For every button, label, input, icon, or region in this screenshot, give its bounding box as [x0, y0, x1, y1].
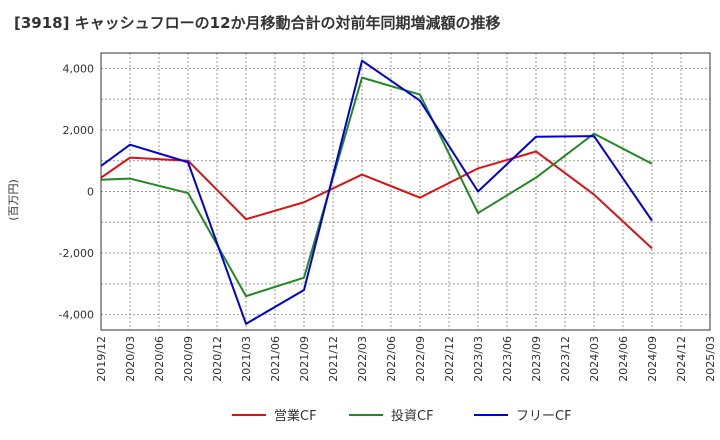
legend-label: 投資CF	[391, 408, 434, 424]
y-tick-label: -4,000	[59, 309, 94, 322]
series-lines	[100, 59, 653, 325]
x-tick-label: 2023/06	[501, 336, 514, 382]
grid	[100, 53, 711, 330]
x-tick-label: 2021/03	[240, 336, 253, 382]
x-tick-label: 2023/03	[472, 336, 485, 382]
x-tick-label: 2024/12	[675, 336, 688, 382]
series-line-フリーCF	[100, 59, 653, 325]
x-tick-label: 2019/12	[95, 336, 108, 382]
x-tick-label: 2020/09	[182, 336, 195, 382]
plot-frame	[100, 52, 711, 331]
y-tick-label: 4,000	[63, 62, 95, 75]
x-tick-label: 2022/12	[443, 336, 456, 382]
y-tick-label: 0	[87, 186, 94, 199]
x-tick-label: 2020/12	[211, 336, 224, 382]
x-tick-label: 2021/06	[269, 336, 282, 382]
x-tick-label: 2023/12	[559, 336, 572, 382]
chart-title: [3918] キャッシュフローの12か月移動合計の対前年同期増減額の推移	[14, 14, 501, 32]
x-tick-label: 2024/03	[588, 336, 601, 382]
x-tick-label: 2022/09	[414, 336, 427, 382]
series-line-投資CF	[100, 76, 653, 298]
x-tick-label: 2021/12	[327, 336, 340, 382]
x-tick-label: 2024/06	[617, 336, 630, 382]
y-axis-label: (百万円)	[7, 179, 20, 221]
y-tick-label: -2,000	[59, 247, 94, 260]
series-line-営業CF	[100, 150, 653, 250]
x-tick-label: 2020/06	[153, 336, 166, 382]
x-tick-label: 2025/03	[704, 336, 717, 382]
legend: 営業CF 投資CF フリーCF	[232, 408, 572, 424]
x-axis-ticks: 2019/12 2020/03 2020/06 2020/09 2020/12 2021/…	[95, 336, 717, 382]
x-tick-label: 2021/09	[298, 336, 311, 382]
legend-label: フリーCF	[516, 409, 572, 424]
y-axis-ticks: 4,000 2,000 0 -2,000 -4,000	[59, 62, 94, 321]
legend-label: 営業CF	[274, 408, 317, 424]
x-tick-label: 2020/03	[124, 336, 137, 382]
x-tick-label: 2022/03	[356, 336, 369, 382]
x-tick-label: 2024/09	[646, 336, 659, 382]
x-tick-label: 2022/06	[385, 336, 398, 382]
y-tick-label: 2,000	[63, 124, 95, 137]
x-tick-label: 2023/09	[530, 336, 543, 382]
